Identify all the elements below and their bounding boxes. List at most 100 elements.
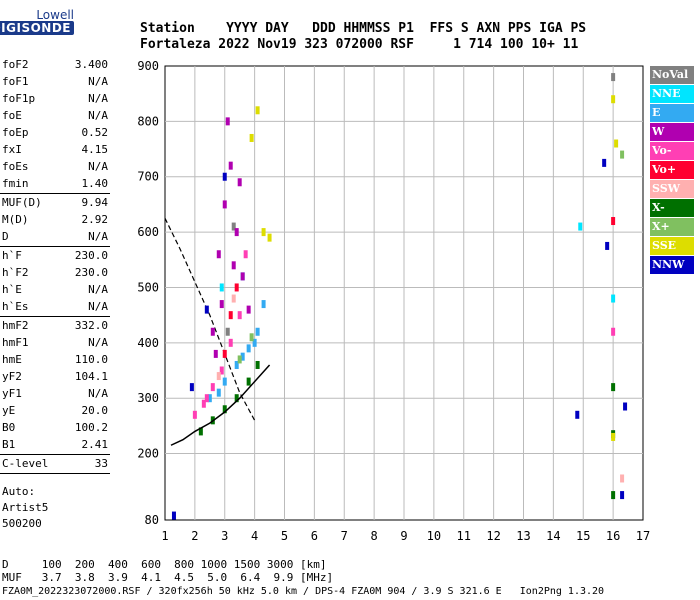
param-value: 4.15: [81, 143, 109, 156]
param-row: yF1 N/A: [0, 385, 110, 402]
param-name: M(D): [2, 213, 29, 226]
data-point: [231, 261, 236, 270]
data-point: [237, 355, 242, 364]
param-row: foF1 N/A: [0, 73, 110, 90]
param-name: C-level: [2, 457, 49, 470]
data-point: [219, 300, 224, 309]
data-point: [201, 399, 206, 408]
muf-row: MUF 3.7 3.8 3.9 4.1 4.5 5.0 6.4 9.9 [MHz…: [2, 571, 334, 584]
data-point: [611, 432, 616, 441]
param-name: foEs: [2, 160, 29, 173]
data-point: [222, 172, 227, 181]
legend-item: Vo-: [650, 142, 694, 160]
param-value: N/A: [88, 160, 108, 173]
param-name: foE: [2, 109, 22, 122]
param-value: N/A: [88, 75, 108, 88]
data-point: [210, 327, 215, 336]
data-point: [620, 150, 625, 159]
param-value: N/A: [88, 230, 108, 243]
param-value: N/A: [88, 283, 108, 296]
data-point: [204, 394, 209, 403]
param-name: yF2: [2, 370, 22, 383]
param-value: 230.0: [74, 249, 108, 262]
data-point: [605, 241, 610, 250]
data-point: [611, 95, 616, 104]
data-point: [222, 200, 227, 209]
param-row: B0 100.2: [0, 419, 110, 436]
legend-item: W: [650, 123, 694, 141]
y-tick-label: 600: [137, 225, 159, 239]
x-tick-label: 14: [546, 529, 560, 543]
data-point: [611, 327, 616, 336]
header-values: Fortaleza 2022 Nov19 323 072000 RSF 1 71…: [140, 37, 579, 52]
param-name: foF1p: [2, 92, 36, 105]
polarization-legend: NoVal NNE E W Vo- Vo+ SSW X- X+ SSE NNW: [650, 66, 694, 275]
param-row: yE 20.0: [0, 402, 110, 419]
param-row: h`F2 230.0: [0, 264, 110, 281]
data-point: [249, 133, 254, 142]
param-row: fmin 1.40: [0, 175, 110, 192]
param-value: 332.0: [74, 319, 108, 332]
param-row: D N/A: [0, 228, 110, 245]
param-value: 33: [94, 457, 108, 470]
data-point: [210, 383, 215, 392]
data-point: [234, 228, 239, 237]
param-value: 3.400: [74, 58, 108, 71]
param-name: foF2: [2, 58, 29, 71]
autoscaling-info-line2: Artist5: [2, 501, 49, 514]
param-row: fxI 4.15: [0, 141, 110, 158]
data-point: [228, 161, 233, 170]
param-name: B0: [2, 421, 16, 434]
data-point: [246, 305, 251, 314]
param-value: N/A: [88, 387, 108, 400]
param-name: h`Es: [2, 300, 29, 313]
data-point: [246, 344, 251, 353]
y-tick-label: 900: [137, 59, 159, 73]
data-point: [267, 233, 272, 242]
data-point: [216, 250, 221, 259]
data-point: [611, 217, 616, 226]
data-point: [189, 383, 194, 392]
param-name: yF1: [2, 387, 22, 400]
param-value: N/A: [88, 300, 108, 313]
data-point: [204, 305, 209, 314]
param-name: B1: [2, 438, 16, 451]
data-point: [222, 405, 227, 414]
data-point: [614, 139, 619, 148]
param-row: C-level 33: [0, 455, 110, 472]
data-point: [261, 300, 266, 309]
ionospheric-parameters: foF2 3.400 foF1 N/A foF1p N/A foE N/A foEp 0.52 fx…: [0, 56, 110, 530]
param-value: 1.40: [81, 177, 109, 190]
data-point: [222, 377, 227, 386]
param-value: N/A: [88, 336, 108, 349]
param-separator: [0, 246, 110, 247]
x-tick-label: 2: [191, 529, 198, 543]
data-point: [231, 222, 236, 231]
param-value: 20.0: [81, 404, 109, 417]
x-tick-label: 9: [400, 529, 407, 543]
x-tick-label: 4: [251, 529, 258, 543]
data-point: [255, 327, 260, 336]
x-tick-label: 12: [486, 529, 500, 543]
legend-item: E: [650, 104, 694, 122]
x-tick-label: 5: [281, 529, 288, 543]
param-name: MUF(D): [2, 196, 42, 209]
y-tick-label: 80: [145, 513, 159, 527]
param-value: N/A: [88, 92, 108, 105]
param-row: B1 2.41: [0, 436, 110, 453]
param-row: hmE 110.0: [0, 351, 110, 368]
param-row: h`F 230.0: [0, 247, 110, 264]
param-value: 9.94: [81, 196, 109, 209]
legend-item: SSW: [650, 180, 694, 198]
data-point: [207, 394, 212, 403]
data-point: [237, 178, 242, 187]
param-row: h`Es N/A: [0, 298, 110, 315]
param-separator: [0, 454, 110, 455]
data-point: [216, 388, 221, 397]
legend-item: NNE: [650, 85, 694, 103]
x-tick-label: 17: [636, 529, 650, 543]
data-point: [219, 366, 224, 375]
param-name: yE: [2, 404, 16, 417]
header-labels: Station YYYY DAY DDD HHMMSS P1 FFS S AXN…: [140, 21, 587, 36]
